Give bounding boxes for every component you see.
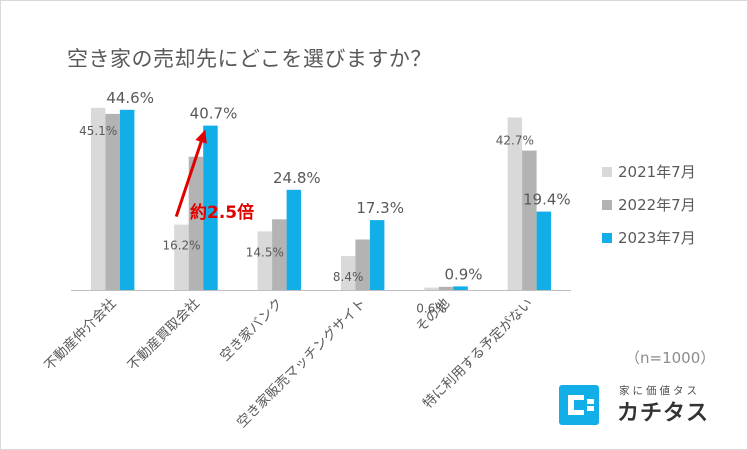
legend-swatch	[602, 167, 612, 177]
bar	[340, 256, 356, 290]
bar	[355, 239, 370, 290]
bar	[369, 220, 385, 290]
bar	[536, 211, 552, 290]
brand-logo: 家に価値タス カチタス	[559, 381, 729, 429]
legend-label: 2021年7月	[618, 163, 696, 181]
bar	[105, 113, 120, 291]
bar	[188, 156, 204, 290]
legend-swatch	[602, 233, 612, 243]
category-label: 不動産仲介会社	[41, 296, 119, 374]
data-label: 17.3%	[356, 199, 404, 217]
bar	[272, 219, 287, 290]
bar	[90, 107, 106, 290]
bar	[507, 117, 523, 290]
data-label: 16.2%	[162, 239, 200, 253]
legend-swatch	[602, 200, 612, 210]
data-label: 45.1%	[79, 124, 117, 138]
chart-title: 空き家の売却先にどこを選びますか？	[67, 47, 432, 71]
bar	[203, 125, 218, 290]
bar	[174, 224, 189, 290]
bar	[119, 109, 135, 290]
annotation-arrow-shaft	[174, 141, 203, 218]
category-label: 空き家バンク	[216, 295, 286, 365]
data-label: 40.7%	[190, 105, 238, 123]
bar	[453, 286, 468, 290]
legend-label: 2023年7月	[618, 229, 696, 247]
data-label: 8.4%	[333, 270, 364, 284]
bar	[522, 150, 537, 290]
brand-name: カチタス	[617, 401, 710, 426]
bar	[286, 189, 302, 290]
bar	[438, 286, 454, 290]
bar	[257, 231, 273, 290]
category-label: 不動産買取会社	[125, 296, 203, 374]
bar	[424, 287, 439, 290]
sample-size-note: （n=1000）	[625, 349, 716, 367]
brand-logo-icon	[559, 385, 599, 425]
data-label: 19.4%	[523, 191, 571, 209]
annotation-label: 約2.5倍	[190, 202, 254, 223]
data-label: 14.5%	[246, 245, 284, 259]
data-label: 44.6%	[106, 89, 154, 107]
brand-tagline: 家に価値タス	[619, 385, 700, 397]
data-label: 0.9%	[444, 265, 482, 283]
legend-label: 2022年7月	[618, 196, 696, 214]
data-label: 24.8%	[273, 169, 321, 187]
annotation-arrow-head	[195, 129, 207, 144]
data-label: 0.6%	[416, 302, 447, 316]
data-label: 42.7%	[496, 133, 534, 147]
